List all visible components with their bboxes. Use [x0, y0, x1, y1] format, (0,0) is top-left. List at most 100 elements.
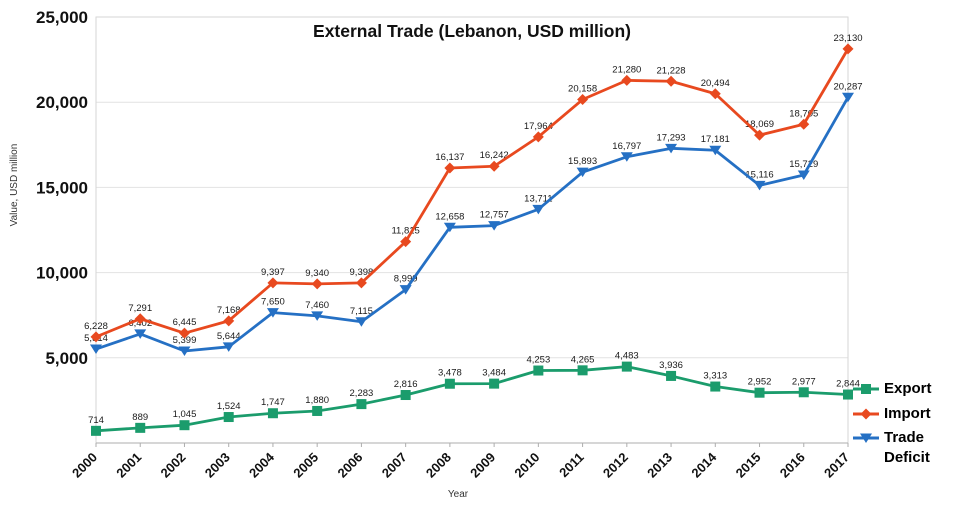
data-point-label: 2,283 — [350, 388, 374, 399]
x-tick-label: 2011 — [556, 450, 587, 481]
data-point-marker — [356, 399, 367, 410]
x-tick-label: 2004 — [246, 449, 278, 481]
x-tick-label: 2014 — [688, 449, 720, 481]
plot-area: 5,000 10,000 15,000 20,000 25,000 2000 2001 200… — [36, 8, 863, 481]
data-point-marker — [620, 152, 633, 162]
data-point-label: 4,483 — [615, 351, 639, 362]
data-point-label: 16,137 — [435, 152, 464, 163]
data-point-marker — [488, 160, 500, 172]
data-point-marker — [267, 408, 278, 419]
data-point-label: 9,340 — [305, 268, 329, 279]
data-point-marker — [179, 420, 190, 431]
data-point-marker — [355, 317, 368, 327]
data-point-marker — [267, 277, 279, 289]
data-point-label: 18,705 — [789, 108, 818, 119]
data-point-marker — [860, 433, 872, 443]
series-line — [95, 365, 849, 433]
data-point-marker — [91, 425, 101, 436]
data-point-marker — [842, 43, 854, 55]
data-point-marker — [860, 408, 872, 419]
data-point-marker — [861, 384, 871, 394]
chart-legend: Export Import Trade Deficit — [853, 379, 946, 467]
data-point-label: 16,242 — [480, 150, 509, 161]
x-tick-label: 2009 — [467, 450, 498, 481]
data-point-label: 3,478 — [438, 368, 462, 379]
data-point-marker — [797, 170, 810, 180]
triangle-down-marker-icon — [853, 433, 879, 443]
data-point-marker — [443, 222, 456, 233]
data-point-label: 12,757 — [480, 210, 509, 221]
data-point-marker — [621, 361, 632, 372]
data-point-marker — [178, 346, 191, 357]
data-point-label: 15,893 — [568, 156, 597, 167]
data-point-marker — [798, 387, 809, 398]
x-tick-label: 2003 — [202, 450, 233, 481]
data-point-marker — [135, 422, 146, 433]
x-tick-label: 2005 — [290, 450, 321, 481]
data-point-label: 4,253 — [526, 355, 550, 366]
data-point-label: 1,747 — [261, 397, 285, 408]
data-point-label: 889 — [132, 412, 148, 423]
series-export: 714 889 1,045 1,524 1,747 1,880 2,283 2,816 3,47… — [88, 351, 860, 436]
data-point-marker — [532, 204, 545, 215]
data-point-label: 7,291 — [128, 303, 152, 314]
data-point-marker — [400, 390, 411, 401]
legend-label: Trade Deficit — [884, 429, 930, 466]
data-point-label: 17,964 — [524, 121, 553, 132]
data-point-marker — [754, 129, 766, 141]
x-tick-label: 2015 — [733, 450, 764, 481]
series-import: 6,228 7,291 6,445 7,168 9,397 9,340 9,398 11,81… — [84, 33, 863, 343]
data-point-label: 20,158 — [568, 84, 597, 95]
legend-item-export: Export — [853, 379, 946, 399]
data-point-label: 9,397 — [261, 267, 285, 278]
data-point-marker — [532, 131, 544, 143]
data-point-marker — [223, 315, 235, 327]
data-point-marker — [355, 277, 367, 289]
data-point-marker — [665, 143, 678, 154]
data-point-label: 7,650 — [261, 297, 285, 308]
data-point-marker — [444, 378, 455, 389]
y-tick-label: 20,000 — [36, 93, 88, 112]
x-tick-label: 2012 — [600, 450, 631, 481]
data-point-label: 2,816 — [394, 379, 418, 390]
data-point-marker — [754, 387, 765, 398]
data-point-label: 15,729 — [789, 159, 818, 170]
y-tick-label: 5,000 — [45, 349, 88, 368]
data-point-marker — [753, 180, 766, 191]
y-tick-label: 15,000 — [36, 178, 88, 197]
legend-label: Export — [884, 380, 932, 397]
data-point-label: 7,460 — [305, 300, 329, 311]
diamond-marker-icon — [853, 408, 879, 419]
legend-item-import: Import — [853, 404, 946, 424]
data-point-label: 17,293 — [657, 132, 686, 143]
chart-title: External Trade (Lebanon, USD million) — [313, 21, 631, 41]
series-line — [95, 48, 850, 339]
data-point-label: 714 — [88, 415, 104, 426]
y-axis-title: Value, USD million — [9, 144, 20, 227]
square-marker-icon — [853, 384, 879, 394]
data-point-marker — [312, 405, 323, 416]
data-point-marker — [843, 389, 853, 400]
data-point-label: 2,977 — [792, 376, 816, 387]
legend-label: Import — [884, 404, 931, 422]
x-tick-label: 2006 — [334, 450, 365, 481]
data-point-label: 6,445 — [173, 317, 197, 328]
x-tick-label: 2007 — [379, 450, 410, 481]
data-point-label: 13,711 — [524, 193, 552, 204]
data-point-label: 8,999 — [394, 274, 418, 285]
data-point-label: 18,069 — [745, 119, 774, 130]
x-tick-label: 2000 — [69, 450, 100, 481]
data-point-marker — [842, 92, 854, 103]
series-line — [95, 96, 850, 353]
x-tick-label: 2008 — [423, 450, 454, 481]
x-tick-label: 2010 — [511, 450, 542, 481]
data-point-label: 4,265 — [571, 354, 595, 365]
data-point-marker — [798, 118, 810, 130]
y-tick-label: 10,000 — [36, 264, 88, 283]
data-point-label: 7,115 — [350, 306, 373, 317]
plot-border — [95, 16, 849, 444]
data-point-label: 2,844 — [836, 379, 860, 390]
x-tick-label: 2013 — [644, 450, 675, 481]
